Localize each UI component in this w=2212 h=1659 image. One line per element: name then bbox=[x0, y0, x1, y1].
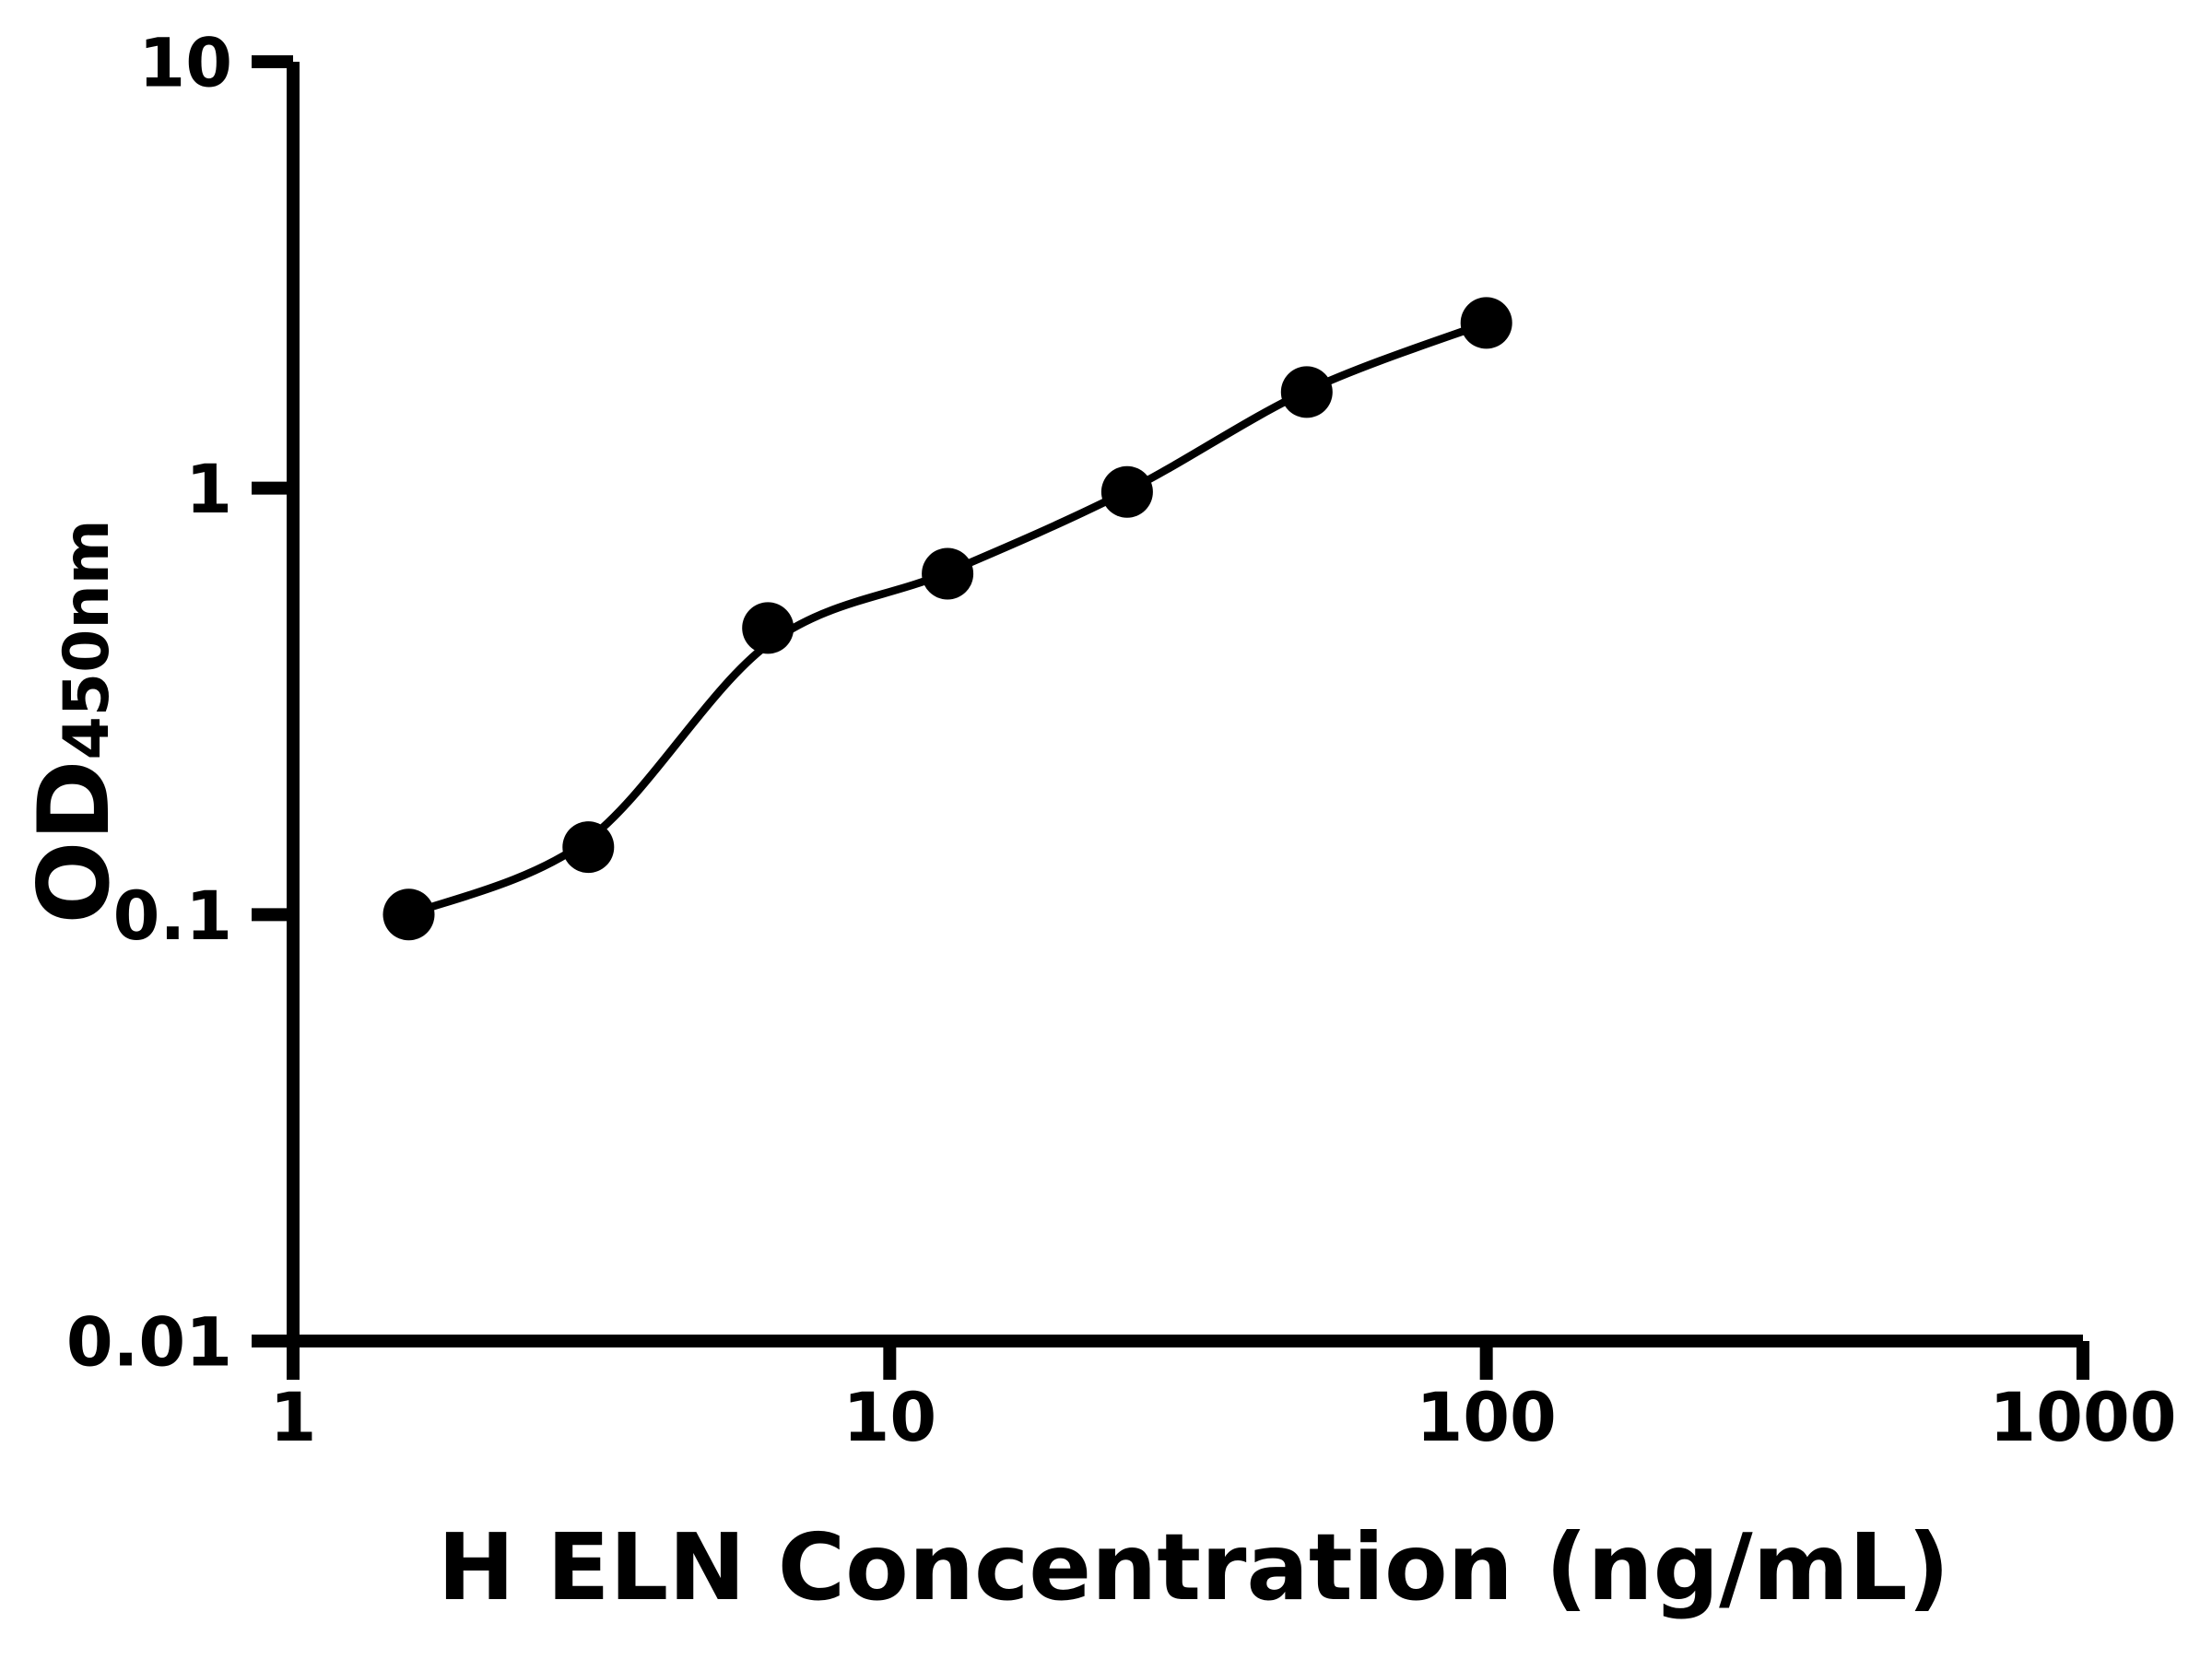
y-axis-title-main: OD bbox=[18, 760, 131, 924]
tick-marks bbox=[252, 54, 2089, 1380]
data-point bbox=[1280, 366, 1333, 418]
data-points-group bbox=[382, 297, 1512, 941]
x-tick-label: 10 bbox=[843, 1379, 937, 1457]
data-point bbox=[1460, 297, 1512, 349]
axes bbox=[287, 61, 2083, 1347]
y-axis-title-sub: 450nm bbox=[51, 519, 124, 759]
data-point bbox=[922, 547, 974, 600]
tick-labels: 10 1 0.1 0.01 1 10 100 1000 bbox=[66, 24, 2177, 1457]
x-tick-label: 1 bbox=[270, 1379, 317, 1457]
y-axis-title: OD450nm bbox=[18, 519, 131, 924]
x-tick-label: 100 bbox=[1416, 1379, 1556, 1457]
data-point bbox=[382, 888, 435, 941]
data-point bbox=[1100, 465, 1153, 518]
fit-curve bbox=[406, 319, 1488, 919]
y-tick-label: 1 bbox=[185, 451, 232, 529]
data-point bbox=[742, 602, 794, 654]
y-tick-label: 0.01 bbox=[66, 1304, 232, 1382]
y-tick-label: 0.1 bbox=[113, 877, 232, 956]
x-tick-label: 1000 bbox=[1989, 1379, 2176, 1457]
axis-frame bbox=[287, 61, 2083, 1347]
data-point bbox=[562, 821, 615, 874]
fit-curve-group bbox=[406, 319, 1488, 919]
y-tick-label: 10 bbox=[138, 24, 232, 102]
x-axis-title: H ELN Concentration (ng/mL) bbox=[438, 1513, 1950, 1621]
